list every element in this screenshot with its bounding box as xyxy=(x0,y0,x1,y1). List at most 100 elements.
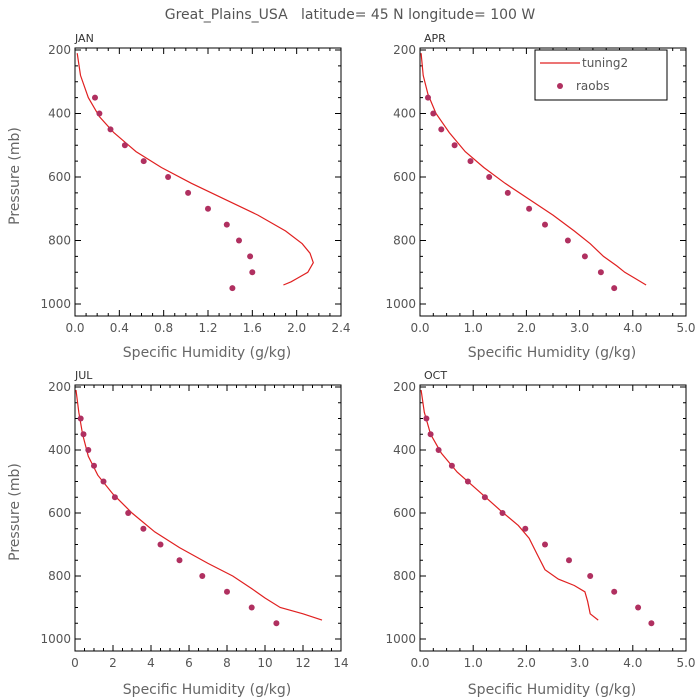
x-tick-label: 0.8 xyxy=(154,321,173,335)
data-point-raobs xyxy=(125,510,132,516)
panel-jul: JUL 0 2 4 6 8 10 12 14 200 400 600 800 1000 Specific… xyxy=(7,369,349,698)
y-axis-title: Pressure (mb) xyxy=(7,127,23,225)
data-point-raobs xyxy=(229,285,236,292)
x-tick-label: 4.0 xyxy=(623,321,642,335)
data-point-raobs xyxy=(425,94,431,101)
data-point-raobs xyxy=(80,431,87,438)
x-tick-label: 4 xyxy=(147,656,155,670)
plot-area: 0.0 1.0 2.0 3.0 4.0 5.0 200 400 600 800 1000 xyxy=(385,380,695,670)
data-point-raobs xyxy=(526,205,533,212)
y-tick-label: 600 xyxy=(393,170,416,184)
data-point-raobs xyxy=(236,237,242,244)
data-point-raobs xyxy=(467,158,474,165)
x-tick-label: 6 xyxy=(185,656,193,670)
data-point-raobs xyxy=(581,253,588,260)
data-point-raobs xyxy=(77,415,84,422)
y-tick-label: 1000 xyxy=(40,297,71,311)
series-line-tuning2 xyxy=(76,53,314,286)
y-tick-label: 400 xyxy=(393,443,416,457)
x-tick-label: 12 xyxy=(295,656,310,670)
panel-label: JUL xyxy=(74,369,93,382)
data-point-raobs xyxy=(223,221,230,228)
x-tick-label: 1.2 xyxy=(198,321,217,335)
data-point-raobs xyxy=(504,189,511,196)
data-point-raobs xyxy=(481,494,488,501)
x-tick-label: 2.0 xyxy=(287,321,306,335)
data-point-raobs xyxy=(247,253,254,260)
data-point-raobs xyxy=(438,126,445,133)
data-point-raobs xyxy=(100,478,107,485)
x-axis-title: Specific Humidity (g/kg) xyxy=(468,345,636,361)
x-tick-label: 8 xyxy=(223,656,231,670)
data-point-raobs xyxy=(224,588,230,595)
data-point-raobs xyxy=(430,110,437,117)
data-point-raobs xyxy=(564,237,571,244)
x-axis-title: Specific Humidity (g/kg) xyxy=(468,682,636,698)
x-tick-label: 5.0 xyxy=(676,656,695,670)
x-axis-title: Specific Humidity (g/kg) xyxy=(123,345,291,361)
y-tick-label: 1000 xyxy=(385,297,416,311)
x-tick-label: 1.0 xyxy=(464,656,483,670)
data-point-raobs xyxy=(542,541,548,548)
data-point-raobs xyxy=(249,269,256,276)
y-tick-label: 800 xyxy=(48,234,71,248)
data-point-raobs xyxy=(635,604,642,611)
x-tick-label: 10 xyxy=(257,656,272,670)
data-point-raobs xyxy=(199,573,206,579)
x-tick-label: 3.0 xyxy=(570,321,589,335)
y-tick-label: 600 xyxy=(48,506,71,520)
data-point-raobs xyxy=(451,142,458,149)
data-point-raobs xyxy=(499,510,506,516)
data-point-raobs xyxy=(157,541,164,548)
x-tick-label: 2.0 xyxy=(517,656,536,670)
data-point-raobs xyxy=(648,620,655,627)
x-tick-label: 4.0 xyxy=(623,656,642,670)
data-point-raobs xyxy=(611,285,618,292)
data-point-raobs xyxy=(121,142,128,149)
x-tick-label: 2.4 xyxy=(331,321,350,335)
y-tick-label: 600 xyxy=(48,170,71,184)
panel-oct: OCT 0.0 1.0 2.0 3.0 4.0 5.0 200 400 600 800 1000 S… xyxy=(385,369,695,698)
legend-line-label: tuning2 xyxy=(582,56,628,70)
y-tick-label: 200 xyxy=(48,380,71,394)
y-tick-label: 800 xyxy=(393,569,416,583)
y-tick-label: 400 xyxy=(48,443,71,457)
data-point-raobs xyxy=(542,221,548,228)
data-point-raobs xyxy=(176,557,183,564)
x-tick-label: 0 xyxy=(71,656,79,670)
x-tick-label: 3.0 xyxy=(570,656,589,670)
data-point-raobs xyxy=(486,174,493,180)
legend-box xyxy=(534,49,668,101)
legend-dots-label: raobs xyxy=(576,79,610,93)
x-tick-label: 0.0 xyxy=(410,656,429,670)
plot-frame xyxy=(74,384,342,652)
data-point-raobs xyxy=(423,415,430,422)
legend-dot-swatch xyxy=(557,83,563,89)
y-tick-label: 800 xyxy=(393,234,416,248)
y-tick-label: 200 xyxy=(393,43,416,57)
x-axis-title: Specific Humidity (g/kg) xyxy=(123,682,291,698)
y-tick-label: 600 xyxy=(393,506,416,520)
data-point-raobs xyxy=(96,110,103,117)
panel-jan: JAN 0.0 0.4 0.8 1.2 1.6 2.0 2.4 200 400 600 800 100… xyxy=(7,32,351,361)
data-point-raobs xyxy=(92,94,98,101)
x-tick-label: 1.6 xyxy=(243,321,262,335)
x-tick-label: 0.0 xyxy=(65,321,84,335)
data-point-raobs xyxy=(107,126,114,133)
y-axis-title: Pressure (mb) xyxy=(7,463,23,561)
y-tick-label: 200 xyxy=(48,43,71,57)
data-point-raobs xyxy=(427,431,434,438)
y-tick-label: 400 xyxy=(48,107,71,121)
y-tick-label: 400 xyxy=(393,107,416,121)
data-point-raobs xyxy=(566,557,572,564)
data-point-raobs xyxy=(587,573,594,579)
x-tick-label: 0.4 xyxy=(110,321,129,335)
data-point-raobs xyxy=(91,462,97,469)
data-point-raobs xyxy=(611,588,618,595)
plot-area: 0.0 0.4 0.8 1.2 1.6 2.0 2.4 200 400 600 800 1000 xyxy=(40,43,350,335)
y-tick-label: 800 xyxy=(48,569,71,583)
data-point-raobs xyxy=(185,189,192,196)
x-tick-label: 2.0 xyxy=(517,321,536,335)
legend: tuning2 raobs xyxy=(534,49,668,101)
